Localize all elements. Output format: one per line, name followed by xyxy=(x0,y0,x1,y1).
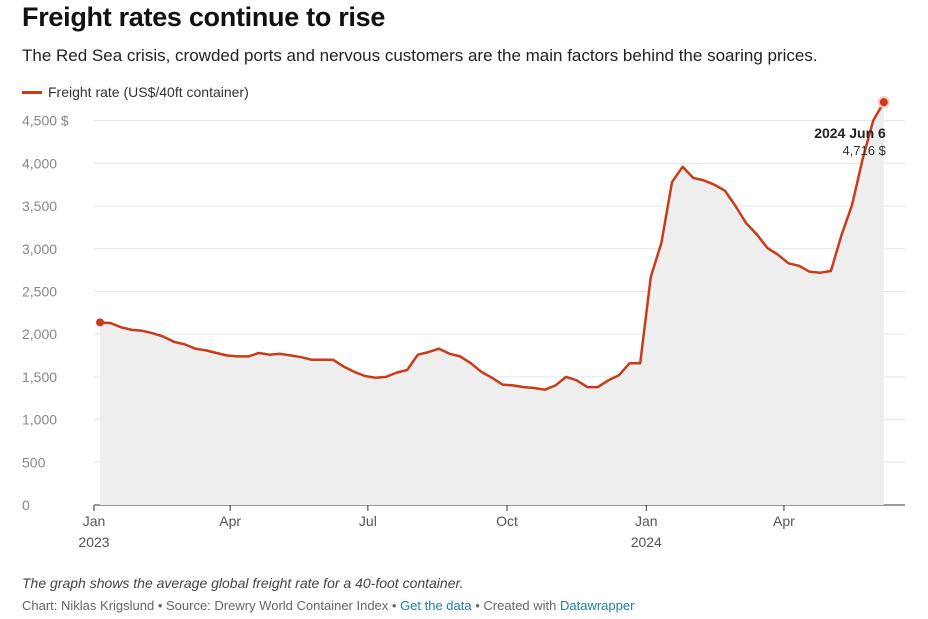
y-tick-label: 500 xyxy=(22,454,46,470)
chart-title: Freight rates continue to rise xyxy=(22,2,386,32)
x-tick-label: Jan xyxy=(83,513,106,529)
credits-text: Chart: Niklas Krigslund • Source: Drewry… xyxy=(22,598,401,613)
x-tick-sublabel: 2024 xyxy=(631,534,662,550)
created-with-text: • Created with xyxy=(471,598,560,613)
x-tick-sublabel: 2023 xyxy=(78,534,109,550)
datawrapper-link[interactable]: Datawrapper xyxy=(560,598,635,613)
start-point-marker xyxy=(96,318,105,327)
y-tick-label: 2,000 xyxy=(22,326,57,342)
annotation-date: 2024 Jun 6 xyxy=(814,125,886,141)
x-tick-label: Apr xyxy=(773,513,795,529)
x-tick-label: Jul xyxy=(359,513,377,529)
area-fill xyxy=(100,102,884,505)
chart-credits: Chart: Niklas Krigslund • Source: Drewry… xyxy=(22,598,634,613)
y-tick-label: 0 xyxy=(22,497,30,513)
get-data-link[interactable]: Get the data xyxy=(400,598,472,613)
legend-label: Freight rate (US$/40ft container) xyxy=(48,84,249,100)
chart-subtitle: The Red Sea crisis, crowded ports and ne… xyxy=(22,46,818,65)
annotation-value: 4,716 $ xyxy=(842,143,886,158)
series-line xyxy=(98,100,886,391)
x-tick-label: Apr xyxy=(219,513,241,529)
chart-note: The graph shows the average global freig… xyxy=(22,575,464,591)
y-tick-label: 3,000 xyxy=(22,241,57,257)
y-tick-label: 2,500 xyxy=(22,283,57,299)
end-point-marker xyxy=(879,98,888,107)
x-tick-label: Oct xyxy=(496,513,518,529)
x-tick-label: Jan xyxy=(635,513,658,529)
line-chart: 0 500 1,000 1,500 2,000 2,500 3,000 3,500 4,000 4… xyxy=(22,96,905,550)
y-tick-label: 3,500 xyxy=(22,198,57,214)
y-tick-label: 4,500 $ xyxy=(22,113,69,129)
y-tick-label: 4,000 xyxy=(22,155,57,171)
y-tick-label: 1,000 xyxy=(22,412,57,428)
y-tick-label: 1,500 xyxy=(22,369,57,385)
legend-swatch xyxy=(22,90,42,94)
legend: Freight rate (US$/40ft container) xyxy=(22,84,249,100)
